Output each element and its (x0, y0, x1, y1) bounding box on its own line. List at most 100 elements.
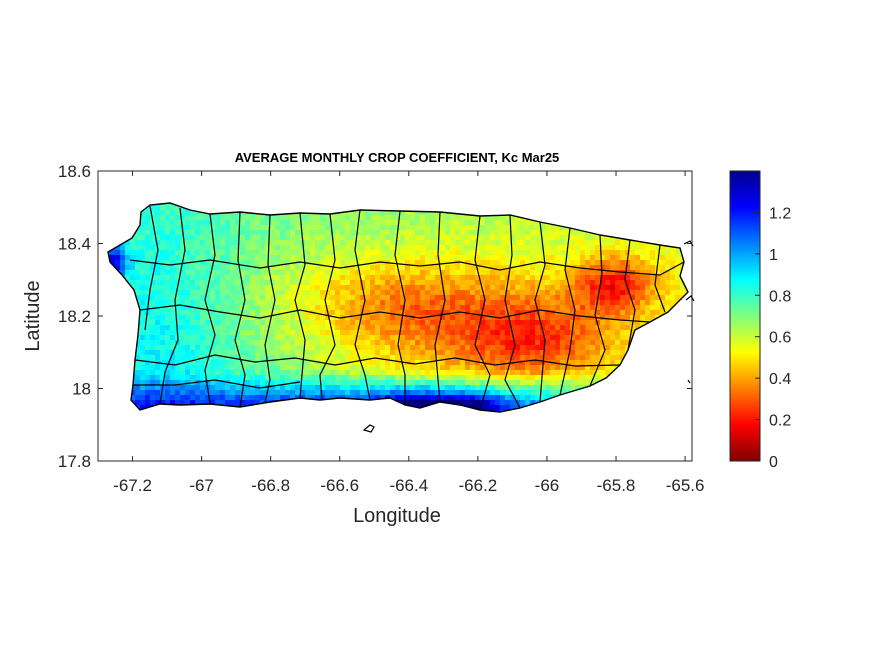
heatmap-cell (580, 300, 586, 306)
heatmap-cell (515, 250, 521, 256)
heatmap-cell (415, 300, 421, 306)
heatmap-cell (500, 245, 506, 251)
heatmap-cell (355, 285, 361, 291)
heatmap-cell (620, 265, 626, 271)
heatmap-cell (295, 255, 301, 261)
heatmap-cell (595, 235, 601, 241)
heatmap-cell (235, 270, 241, 276)
heatmap-cell (565, 275, 571, 281)
heatmap-cell (365, 360, 371, 366)
heatmap-cell (460, 240, 466, 246)
heatmap-cell (260, 360, 266, 366)
heatmap-cell (315, 220, 321, 226)
heatmap-cell (250, 365, 256, 371)
heatmap-cell (525, 350, 531, 356)
heatmap-cell (330, 245, 336, 251)
heatmap-cell (380, 365, 386, 371)
heatmap-cell (310, 350, 316, 356)
heatmap-cell (495, 250, 501, 256)
heatmap-cell (625, 280, 631, 286)
heatmap-cell (515, 215, 521, 221)
heatmap-cell (400, 320, 406, 326)
heatmap-cell (220, 400, 226, 406)
heatmap-cell (230, 395, 236, 401)
heatmap-cell (250, 235, 256, 241)
heatmap-cell (250, 350, 256, 356)
heatmap-cell (170, 230, 176, 236)
heatmap-cell (190, 250, 196, 256)
heatmap-cell (430, 320, 436, 326)
heatmap-cell (555, 365, 561, 371)
heatmap-cell (255, 340, 261, 346)
heatmap-cell (455, 340, 461, 346)
heatmap-cell (510, 370, 516, 376)
heatmap-cell (265, 310, 271, 316)
heatmap-cell (365, 210, 371, 216)
heatmap-cell (515, 255, 521, 261)
heatmap-cell (450, 280, 456, 286)
heatmap-cell (560, 335, 566, 341)
heatmap-cell (220, 315, 226, 321)
heatmap-cell (200, 315, 206, 321)
heatmap-cell (270, 355, 276, 361)
heatmap-cell (145, 325, 151, 331)
heatmap-cell (240, 320, 246, 326)
heatmap-cell (460, 250, 466, 256)
heatmap-cell (340, 355, 346, 361)
heatmap-cell (565, 265, 571, 271)
heatmap-cell (315, 390, 321, 396)
heatmap-cell (345, 275, 351, 281)
heatmap-cell (380, 245, 386, 251)
heatmap-cell (155, 315, 161, 321)
heatmap-cell (380, 300, 386, 306)
heatmap-cell (530, 350, 536, 356)
heatmap-cell (490, 355, 496, 361)
heatmap-cell (195, 255, 201, 261)
heatmap-cell (345, 325, 351, 331)
heatmap-cell (160, 210, 166, 216)
heatmap-cell (300, 320, 306, 326)
heatmap-cell (230, 220, 236, 226)
heatmap-cell (190, 355, 196, 361)
heatmap-cell (295, 230, 301, 236)
heatmap-cell (490, 380, 496, 386)
heatmap-cell (285, 295, 291, 301)
heatmap-cell (420, 250, 426, 256)
heatmap-cell (435, 210, 441, 216)
heatmap-cell (350, 360, 356, 366)
heatmap-cell (550, 250, 556, 256)
heatmap-cell (445, 305, 451, 311)
heatmap-cell (625, 265, 631, 271)
heatmap-cell (605, 250, 611, 256)
heatmap-cell (575, 285, 581, 291)
heatmap-cell (190, 230, 196, 236)
heatmap-cell (175, 280, 181, 286)
heatmap-cell (340, 310, 346, 316)
heatmap-cell (485, 325, 491, 331)
heatmap-cell (375, 240, 381, 246)
heatmap-cell (475, 215, 481, 221)
heatmap-cell (440, 320, 446, 326)
heatmap-cell (465, 290, 471, 296)
heatmap-cell (470, 385, 476, 391)
heatmap-cell (270, 375, 276, 381)
heatmap-cell (240, 325, 246, 331)
heatmap-cell (495, 290, 501, 296)
heatmap-cell (150, 325, 156, 331)
heatmap-cell (525, 335, 531, 341)
heatmap-cell (430, 355, 436, 361)
heatmap-cell (480, 325, 486, 331)
heatmap-cell (390, 250, 396, 256)
heatmap-cell (340, 340, 346, 346)
heatmap-cell (520, 335, 526, 341)
heatmap-cell (250, 300, 256, 306)
heatmap-cell (525, 355, 531, 361)
heatmap-cell (640, 265, 646, 271)
heatmap-cell (185, 240, 191, 246)
heatmap-cell (635, 250, 641, 256)
heatmap-cell (315, 365, 321, 371)
heatmap-cell (180, 320, 186, 326)
heatmap-cell (160, 335, 166, 341)
heatmap-cell (695, 310, 701, 316)
heatmap-cell (405, 340, 411, 346)
